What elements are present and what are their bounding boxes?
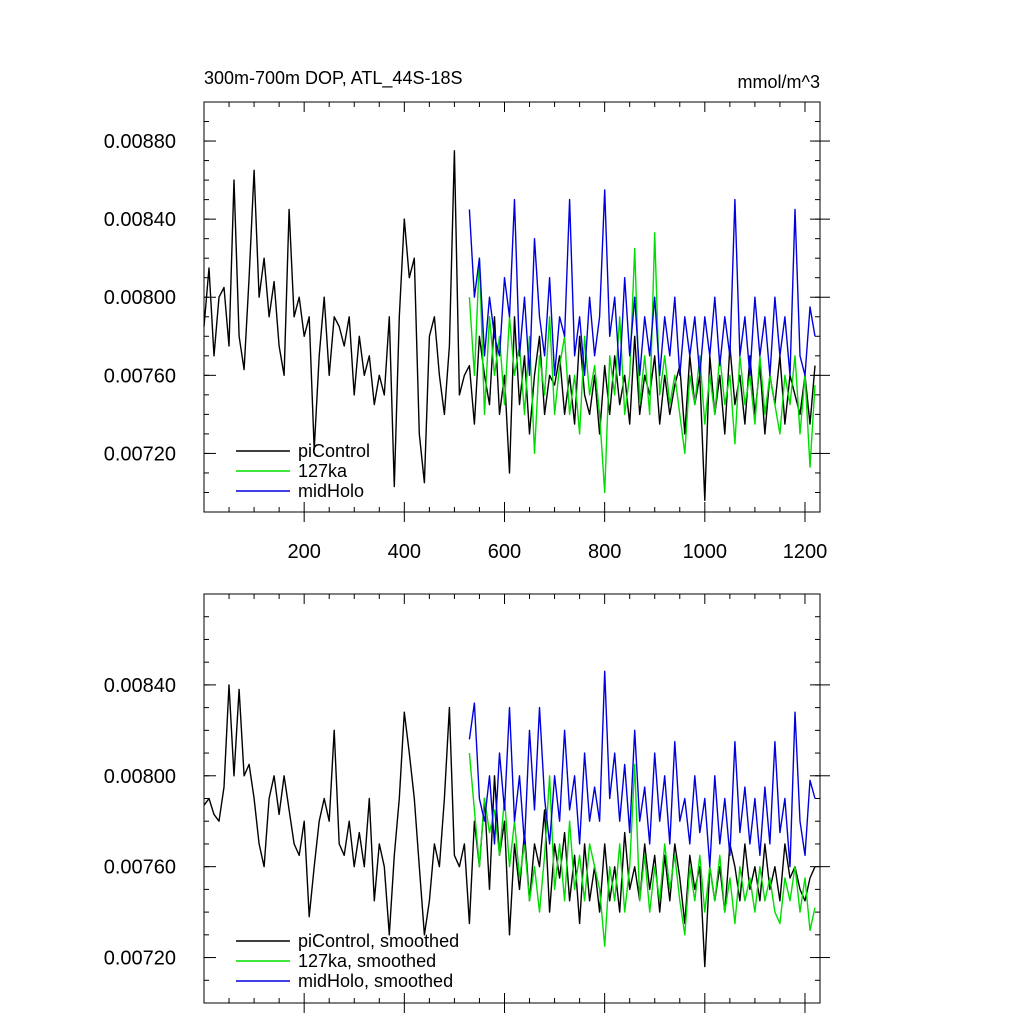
x-tick-label: 400 <box>388 541 421 563</box>
series-line-2 <box>468 753 816 947</box>
series-line-3 <box>468 189 816 376</box>
plot-frame <box>203 101 821 513</box>
series-line-1 <box>203 684 816 968</box>
legend-label: piControl, smoothed <box>298 931 459 951</box>
x-tick-label: 800 <box>588 541 621 563</box>
y-tick-label: 0.00720 <box>104 948 176 970</box>
units-label: mmol/m^3 <box>738 72 820 92</box>
plot-frame <box>203 593 821 1004</box>
y-tick-label: 0.00760 <box>104 365 176 387</box>
legend-label: midHolo, smoothed <box>298 971 453 991</box>
y-tick-label: 0.00800 <box>104 766 176 788</box>
y-tick-label: 0.00800 <box>104 287 176 309</box>
y-tick-label: 0.00760 <box>104 857 176 879</box>
x-tick-label: 200 <box>287 541 320 563</box>
y-tick-label: 0.00840 <box>104 675 176 697</box>
legend-label: piControl <box>298 441 370 461</box>
legend-label: 127ka <box>298 461 348 481</box>
chart-title: 300m-700m DOP, ATL_44S-18S <box>204 68 462 89</box>
x-tick-label: 600 <box>488 541 521 563</box>
x-tick-label: 1000 <box>683 541 728 563</box>
top-panel: 200 400 600 800 1000 1200 0.00720 0.00760 0.0080… <box>104 101 830 563</box>
legend-label: 127ka, smoothed <box>298 951 436 971</box>
x-tick-label: 1200 <box>783 541 828 563</box>
series-line-1 <box>203 150 816 501</box>
legend-label: midHolo <box>298 481 364 501</box>
bottom-panel: 0.00720 0.00760 0.00800 0.00840 piControl, s… <box>104 593 830 1013</box>
series-line-2 <box>468 232 816 494</box>
y-tick-label: 0.00880 <box>104 131 176 153</box>
y-tick-label: 0.00840 <box>104 209 176 231</box>
series-line-3 <box>468 670 816 868</box>
y-tick-label: 0.00720 <box>104 443 176 465</box>
